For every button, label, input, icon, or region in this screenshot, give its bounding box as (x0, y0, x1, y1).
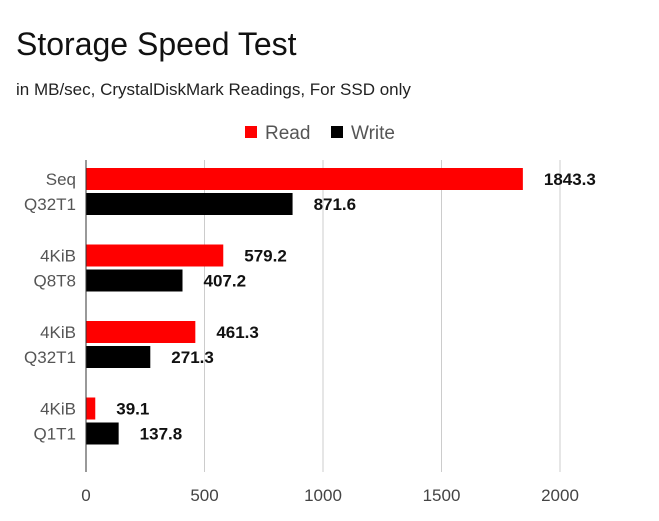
x-tick-label: 1000 (304, 486, 342, 505)
bar-write (86, 193, 293, 215)
bars (86, 168, 523, 445)
x-tick-label: 0 (81, 486, 90, 505)
data-label: 461.3 (216, 323, 259, 342)
legend: Read Write (245, 123, 395, 144)
bar-read (86, 321, 196, 343)
x-tick-label: 2000 (541, 486, 579, 505)
data-label: 137.8 (140, 425, 183, 444)
data-label: 407.2 (204, 272, 247, 291)
data-label: 1843.3 (544, 170, 596, 189)
legend-label-read: Read (265, 123, 310, 144)
data-label: 39.1 (116, 400, 149, 419)
x-tick-label: 1500 (423, 486, 461, 505)
category-label: 4KiB (40, 323, 76, 342)
bar-write (86, 346, 151, 368)
axes: 0 500 1000 1500 2000 Seq Q32T1 4KiB Q8T8 4KiB Q32T… (24, 160, 579, 505)
category-label: Q8T8 (33, 272, 76, 291)
category-label: 4KiB (40, 400, 76, 419)
bar-write (86, 422, 119, 445)
category-label: Seq (46, 170, 76, 189)
data-label: 871.6 (314, 195, 357, 214)
chart-title: Storage Speed Test (16, 26, 297, 62)
data-label: 579.2 (244, 247, 287, 266)
legend-swatch-read (245, 126, 257, 138)
bar-read (86, 244, 224, 267)
bar-write (86, 269, 183, 292)
chart-subtitle: in MB/sec, CrystalDiskMark Readings, For… (16, 80, 411, 99)
category-label: Q1T1 (33, 425, 76, 444)
category-label: Q32T1 (24, 348, 76, 367)
legend-swatch-write (331, 126, 343, 138)
legend-label-write: Write (351, 123, 395, 144)
data-label: 271.3 (171, 348, 214, 367)
bar-read (86, 168, 523, 190)
bar-read (86, 397, 96, 420)
x-tick-label: 500 (190, 486, 218, 505)
category-label: 4KiB (40, 247, 76, 266)
category-label: Q32T1 (24, 195, 76, 214)
